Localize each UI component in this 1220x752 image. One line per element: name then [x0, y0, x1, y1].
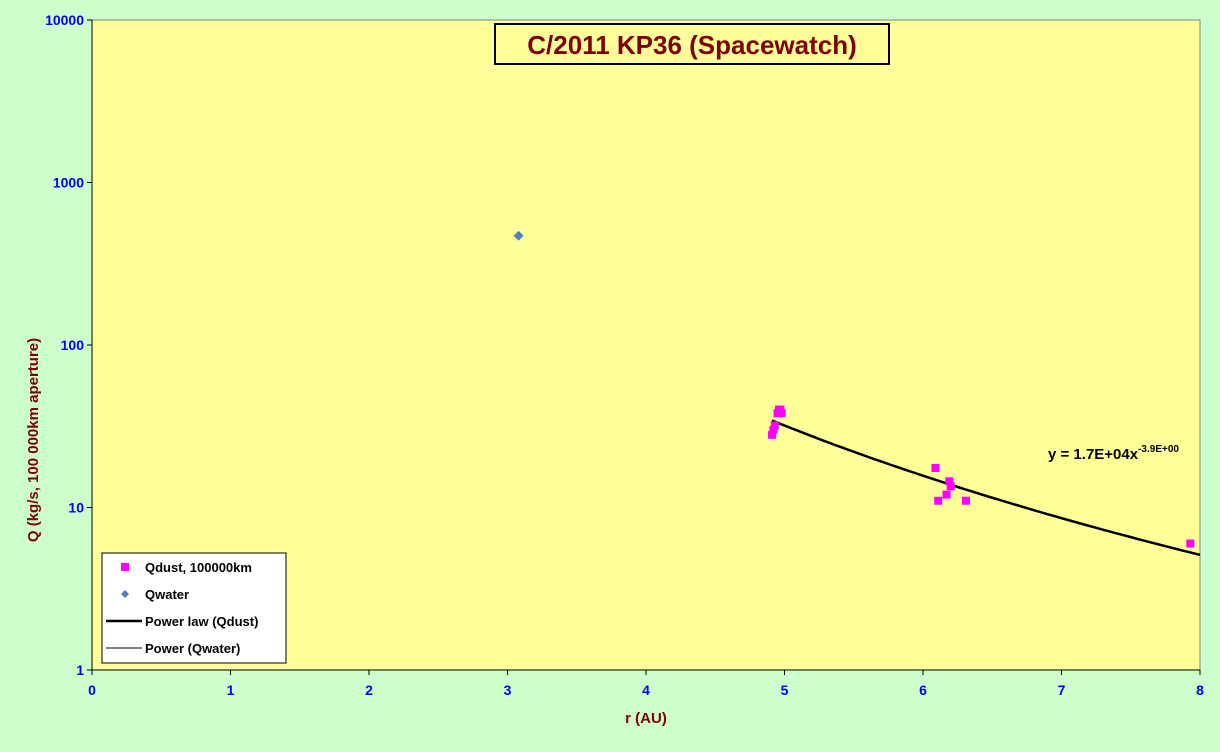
- legend-qdust-label: Qdust, 100000km: [145, 560, 252, 575]
- y-axis-title: Q (kg/s, 100 000km aperture): [25, 338, 42, 542]
- qdust-point: [946, 482, 955, 491]
- y-tick-label: 10000: [45, 12, 84, 28]
- qdust-point: [768, 430, 777, 439]
- x-tick-label: 3: [504, 682, 512, 698]
- qdust-point: [961, 496, 970, 505]
- trendline-layer: [771, 419, 1201, 557]
- legend-power-qdust-label: Power law (Qdust): [145, 614, 258, 629]
- x-tick-label: 2: [365, 682, 373, 698]
- y-tick-label: 1: [76, 662, 84, 678]
- y-tick-label: 10: [68, 500, 84, 516]
- legend: Qdust, 100000km Qwater Power law (Qdust)…: [101, 552, 287, 664]
- equation-main: y = 1.7E+04x: [1048, 446, 1139, 463]
- legend-qwater-marker: [121, 590, 129, 598]
- qdust-point: [931, 464, 940, 473]
- equation-exponent: -3.9E+00: [1138, 444, 1179, 455]
- legend-qwater-label: Qwater: [145, 587, 189, 602]
- x-tick-label: 1: [227, 682, 235, 698]
- qwater-point: [513, 230, 524, 241]
- trendline-qdust: [771, 419, 1201, 557]
- x-tick-label: 8: [1196, 682, 1204, 698]
- x-tick-label: 0: [88, 682, 96, 698]
- legend-power-qwater-label: Power (Qwater): [145, 641, 240, 656]
- qdust-point: [934, 496, 943, 505]
- qdust-point: [945, 477, 954, 486]
- legend-frame: [101, 552, 287, 664]
- y-axis: 1 10 100 1000 10000: [45, 12, 93, 678]
- qdust-point: [770, 421, 779, 430]
- y-tick-label: 100: [61, 337, 85, 353]
- x-axis: 0 1 2 3 4 5 6 7 8: [88, 669, 1204, 698]
- data-points-layer: [513, 230, 1195, 548]
- x-tick-label: 6: [919, 682, 927, 698]
- x-axis-title: r (AU): [625, 710, 667, 727]
- chart-title-box: C/2011 KP36 (Spacewatch): [494, 23, 890, 65]
- chart-title: C/2011 KP36 (Spacewatch): [527, 30, 857, 60]
- y-tick-label: 1000: [53, 175, 84, 191]
- qdust-point: [777, 409, 786, 418]
- title-frame: [494, 23, 890, 65]
- legend-qdust-marker: [121, 563, 129, 571]
- x-tick-label: 5: [781, 682, 789, 698]
- trendline-equation: y = 1.7E+04x-3.9E+00: [1048, 444, 1179, 463]
- qdust-point: [1186, 539, 1195, 548]
- x-tick-label: 4: [642, 682, 650, 698]
- qdust-point: [769, 425, 778, 434]
- qdust-point: [942, 490, 951, 499]
- x-tick-label: 7: [1058, 682, 1066, 698]
